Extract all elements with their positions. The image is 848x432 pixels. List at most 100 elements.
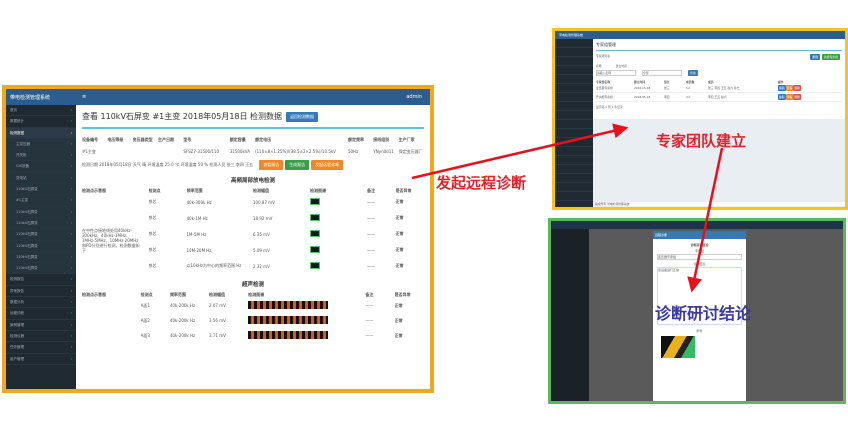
remote-diagnosis-button[interactable]: 发起远程诊断 [311,160,344,170]
chevron-icon: ‹ [70,356,72,361]
chevron-icon: ‹ [70,254,72,259]
sidebar-item[interactable]: 用户管理 ‹ [6,354,76,365]
generate-report-button[interactable]: 生成报告 [285,160,310,170]
date-select[interactable]: 全部 [642,70,682,76]
annotation-remote-diagnosis: 发起远程诊断 [436,174,527,192]
view-report-button[interactable]: 查看报告 [259,160,284,170]
spectrum-thumbnail[interactable] [310,198,320,205]
chevron-icon: ‹ [70,108,72,112]
column-header: 变压器类型 [132,137,153,142]
delete-button[interactable]: 删除 [810,54,820,60]
status-cell: 正常 [395,231,404,236]
sidebar-item[interactable]: 110kV石屏变 ‹ [6,251,76,264]
cell: 100.87 mV [253,199,275,205]
cell: 3人 [686,95,691,99]
row-action-button[interactable]: 查看 [785,93,794,100]
column-header: 备注 [365,292,374,297]
footer: 版权所有 带电检测管理系统 [595,202,845,206]
chevron-icon: ‹ [70,333,72,338]
sidebar-item[interactable]: 110kV石屏变 ‹ [6,206,76,218]
column-header [158,149,183,155]
sidebar-item-label: 110kV石屏变 [16,209,38,214]
chevron-icon: ‹ [70,345,72,350]
chevron-icon: ‹ [70,187,72,192]
row-action-button[interactable]: 编辑 [778,84,786,91]
sidebar-item[interactable]: 检测仪器 ‹ [6,331,76,343]
sidebar-item[interactable]: 案例管理 ‹ [6,320,76,331]
attachment-label: 附件 [696,329,703,333]
attachment-image[interactable] [661,336,695,358]
user-menu[interactable]: admin [406,94,422,100]
ultrasonic-waveform[interactable] [248,301,329,309]
sidebar-item[interactable]: 检测数据 ‹ [6,127,76,139]
sidebar-item[interactable]: GIS设备 ‹ [6,161,76,173]
sidebar-item-label: 检测报告 [10,277,24,282]
search-button[interactable]: 查询 [688,70,698,76]
ultrasonic-waveform[interactable] [248,316,329,324]
status-cell: 正常 [394,302,403,308]
row-action-button[interactable]: 删除 [793,93,801,100]
sidebar-item[interactable]: 异常报告 ‹ [6,286,76,298]
column-header: 生产日期 [157,137,174,142]
app-header: 带电检测管理系统 ≡ admin [6,89,430,105]
name-input[interactable]: 请输入名称 [596,70,636,76]
cell: 40k-200k Hz [169,318,196,323]
chevron-icon: ‹ [70,311,72,316]
spectrum-thumbnail[interactable] [310,262,320,269]
cell: 3.71 mV [209,333,226,338]
sidebar-item[interactable]: 110kV石屏变 ‹ [6,217,76,230]
sidebar-item[interactable]: 数据统计 ‹ [6,116,76,128]
row-action-button[interactable]: 编辑 [778,93,786,100]
menu-toggle-icon[interactable]: ≡ [82,94,87,100]
sidebar-item[interactable]: 首页 ‹ [6,105,76,117]
group-select[interactable]: 变压器专家组 [657,254,742,260]
sidebar-item[interactable]: 主变压器 ‹ [6,138,76,151]
sidebar-item[interactable]: 远程诊断 ‹ [6,308,76,320]
sidebar-item[interactable]: 任务管理 ‹ [6,342,76,354]
name-label: 名称 [596,64,602,68]
column-header: 成员 [708,80,714,84]
sidebar-item-label: 110kV石屏变 [16,220,38,225]
cell: A面1 [140,302,150,308]
cell: A面2 [140,317,150,323]
sidebar-item[interactable]: #1主变 ‹ [6,195,76,207]
spectrum-thumbnail[interactable] [310,230,320,237]
annotation-diagnosis-conclusion: 诊断研讨结论 [655,304,752,323]
sidebar-item[interactable]: 检测报告 ‹ [6,274,76,286]
column-header: 检测幅值 [209,292,226,297]
sidebar-item[interactable]: 110kV石屏变 ‹ [6,184,76,196]
hf-section-title: 高频局部放电检测 [230,178,275,184]
status-cell: 正常 [395,215,404,220]
column-header: 额定频率 [347,137,364,142]
sidebar-item-label: 110kV石屏变 [16,243,38,248]
column-header: YNyn0d11 [373,149,394,154]
ultrasonic-waveform[interactable] [248,331,329,339]
chevron-icon: ‹ [70,232,72,237]
sidebar-item-label: #1主变 [16,198,29,203]
sidebar-item[interactable]: 数据分析 ‹ [6,297,76,309]
pager-text: 显示第 1 到 2 条记录 [596,105,623,109]
column-header: 建立时间 [634,80,646,84]
chevron-icon: ‹ [70,119,72,124]
row-action-button[interactable]: 查看 [785,84,794,91]
sidebar-item[interactable]: 110kV石屏变 ‹ [6,229,76,241]
cell: 1M-5M Hz [186,231,207,237]
row-action-button[interactable]: 删除 [793,84,801,91]
sidebar-item-label: 变电站 [16,175,27,180]
sidebar-item[interactable]: 变电站 ‹ [6,172,76,185]
sidebar-item[interactable]: 开关柜 ‹ [6,150,76,162]
chevron-icon: ‹ [70,266,72,271]
sidebar-item[interactable]: 110kV石屏变 ‹ [6,263,76,275]
cell: —— [365,303,374,308]
back-button[interactable]: 返回检测数据 [286,111,319,122]
date-label: 建立时间 [615,64,627,68]
spectrum-thumbnail[interactable] [310,246,320,253]
sidebar-item[interactable]: 110kV石屏变 ‹ [6,240,76,252]
app-title: 带电检测管理系统 [559,33,584,37]
add-group-button[interactable]: 新增专家组 [822,54,840,60]
column-header: 是否异常 [395,188,412,193]
column-header: 检测点 [148,188,161,193]
spectrum-thumbnail[interactable] [310,214,320,221]
cell: 张三 李四 王五 赵六 孙七 [708,86,740,90]
column-header: 31500kVA [229,149,251,154]
